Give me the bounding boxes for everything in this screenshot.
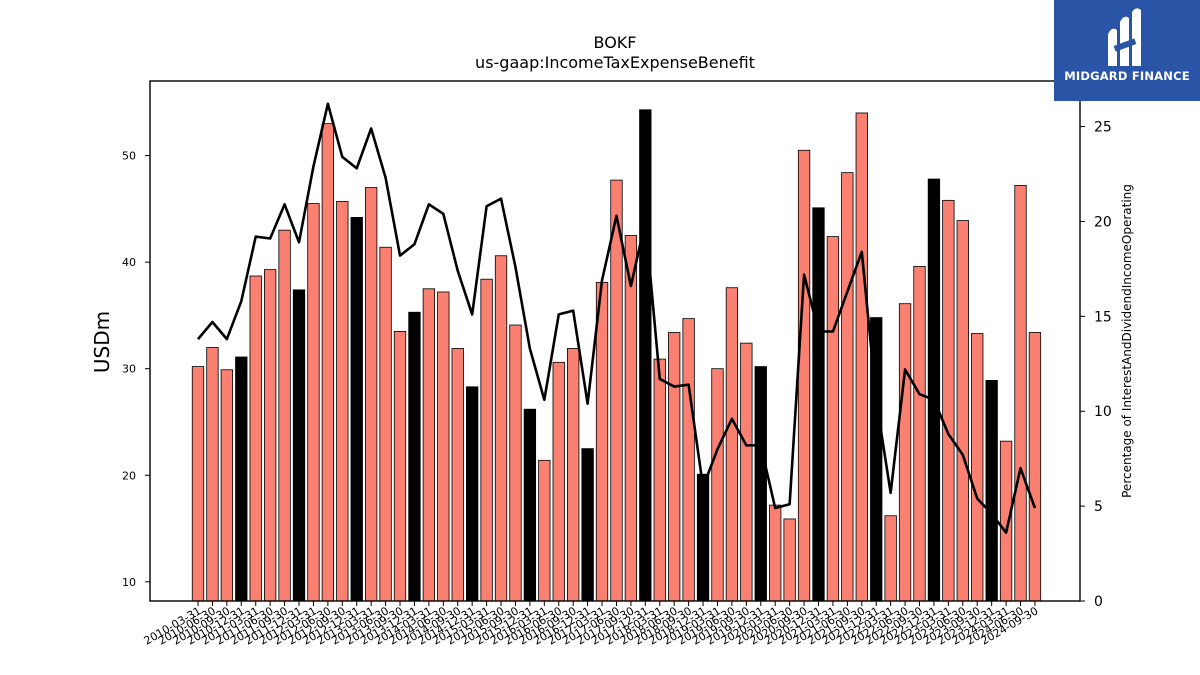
bar — [624, 235, 638, 602]
bar — [812, 207, 825, 602]
bar — [321, 123, 335, 602]
bar — [523, 408, 537, 602]
logo-text: MIDGARD FINANCE — [1064, 69, 1190, 83]
bar — [682, 318, 695, 602]
bar — [913, 266, 926, 602]
bar — [653, 358, 666, 602]
y2-tick-label: 5 — [1094, 499, 1103, 515]
bar — [379, 246, 392, 602]
y2-tick-label: 10 — [1094, 404, 1112, 420]
bar — [696, 473, 710, 602]
y2-axis-label: Percentage of InterestAndDividendIncomeO… — [1120, 184, 1134, 498]
bar — [898, 303, 912, 602]
chart-subtitle: us-gaap:IncomeTaxExpenseBenefit — [475, 53, 755, 72]
y2-tick-label: 20 — [1094, 214, 1112, 230]
bar — [754, 366, 767, 602]
bar — [365, 187, 378, 602]
midgard-finance-logo: MIDGARD FINANCE — [1054, 0, 1200, 101]
y2-tick-label: 15 — [1094, 309, 1112, 325]
bar — [220, 369, 234, 602]
bar — [494, 255, 508, 602]
y-tick-label: 20 — [122, 469, 136, 482]
bar — [797, 149, 811, 602]
bar — [942, 199, 955, 602]
bar — [971, 333, 984, 602]
bar — [538, 459, 551, 602]
bar — [956, 220, 969, 602]
y2-tick-label: 0 — [1094, 594, 1103, 610]
bar — [408, 311, 421, 602]
y-tick-label: 10 — [122, 576, 136, 589]
bar — [884, 515, 897, 602]
bar — [1028, 332, 1042, 602]
y-axis-label: USDm — [90, 311, 114, 373]
bar — [639, 109, 652, 602]
bar — [841, 172, 854, 602]
bar — [235, 356, 248, 602]
bars-group — [191, 109, 1042, 602]
chart-title: BOKF — [594, 33, 637, 52]
bar — [307, 203, 320, 602]
bar — [783, 518, 796, 602]
y-tick-label: 50 — [122, 150, 136, 163]
axes-group: 102030405005101520252010-03-312010-06-30… — [122, 80, 1112, 648]
plot-frame — [149, 80, 1081, 602]
bar — [581, 448, 594, 602]
y-tick-label: 30 — [122, 363, 136, 376]
bar — [610, 179, 623, 602]
bar — [855, 112, 868, 602]
y-tick-label: 40 — [122, 256, 136, 269]
bar — [567, 348, 580, 602]
bar — [206, 346, 219, 602]
bar — [249, 275, 262, 602]
bar — [552, 361, 565, 602]
bar — [740, 342, 753, 602]
y2-tick-label: 25 — [1094, 120, 1112, 136]
bar — [999, 440, 1013, 602]
bar — [336, 201, 349, 602]
bar — [292, 289, 306, 602]
line-group — [197, 102, 1037, 534]
bar — [769, 504, 782, 602]
bar — [985, 380, 998, 602]
bar — [466, 386, 479, 602]
bar — [1014, 185, 1027, 602]
bar — [350, 216, 363, 602]
bar — [393, 331, 407, 602]
bar — [451, 348, 464, 602]
logo-mark-icon — [1108, 8, 1141, 67]
bar — [437, 291, 450, 602]
bar — [263, 269, 277, 602]
bar — [278, 229, 291, 602]
bar — [668, 332, 681, 602]
bar — [927, 178, 941, 602]
bar — [480, 278, 493, 602]
bar — [826, 236, 840, 602]
bar — [725, 287, 739, 602]
bar — [191, 366, 205, 602]
bar — [509, 324, 522, 602]
percentage-line — [197, 102, 1037, 534]
bar — [711, 368, 724, 602]
bar — [422, 288, 436, 602]
bar — [595, 281, 609, 602]
